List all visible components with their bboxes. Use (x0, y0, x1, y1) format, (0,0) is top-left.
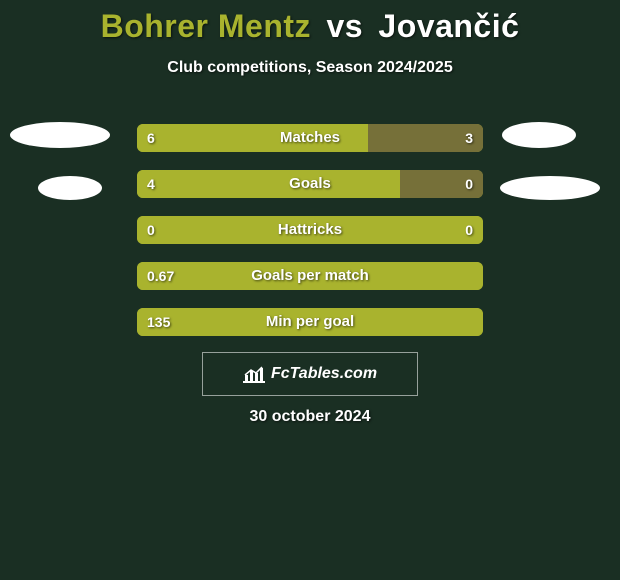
page-title: Bohrer Mentz vs Jovančić (0, 0, 620, 45)
stat-bar-right (368, 124, 483, 152)
player1-name: Bohrer Mentz (101, 8, 311, 44)
vs-label: vs (326, 8, 363, 44)
stat-row: Min per goal135 (137, 308, 483, 336)
stat-row: Hattricks00 (137, 216, 483, 244)
stat-bar-left (137, 124, 368, 152)
player2-name: Jovančić (378, 8, 519, 44)
comparison-bars: Matches63 Goals40 Hattricks00 Goals per mat… (137, 124, 483, 354)
stat-bar-left (137, 216, 483, 244)
brand-chart-icon (243, 365, 265, 383)
decorative-oval (38, 176, 102, 200)
decorative-oval (502, 122, 576, 148)
stat-bar-left (137, 170, 400, 198)
decorative-oval (10, 122, 110, 148)
stat-row: Goals40 (137, 170, 483, 198)
stat-bar-right (400, 170, 483, 198)
stat-row: Matches63 (137, 124, 483, 152)
brand-text: FcTables.com (271, 365, 377, 383)
date-label: 30 october 2024 (0, 408, 620, 426)
stat-bar-left (137, 308, 483, 336)
subtitle: Club competitions, Season 2024/2025 (0, 59, 620, 77)
brand-box: FcTables.com (202, 352, 418, 396)
stat-bar-left (137, 262, 483, 290)
decorative-oval (500, 176, 600, 200)
stat-row: Goals per match0.67 (137, 262, 483, 290)
infographic-canvas: Bohrer Mentz vs Jovančić Club competitio… (0, 0, 620, 580)
